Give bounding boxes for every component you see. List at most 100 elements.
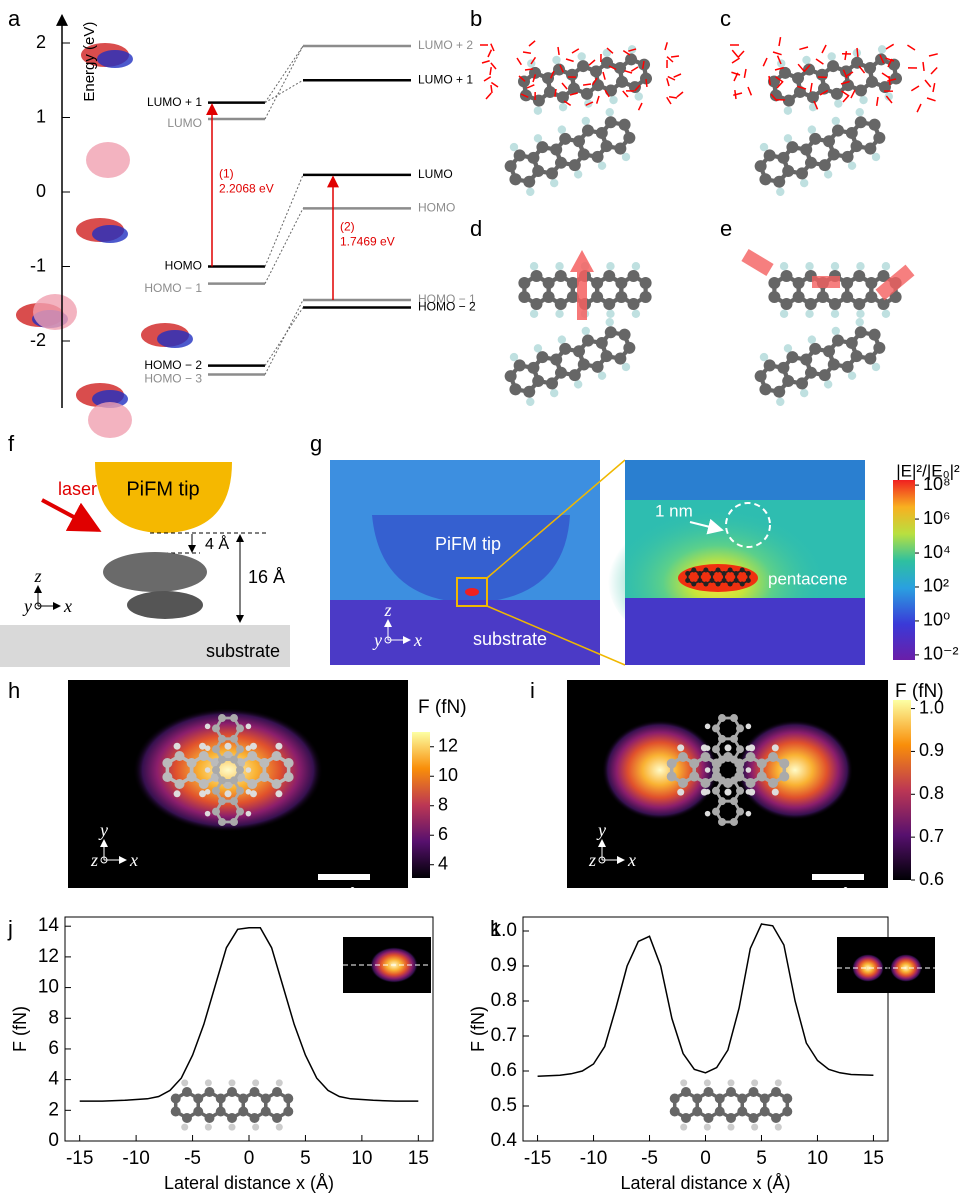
mode-arrow — [745, 255, 770, 270]
atom-h — [705, 811, 711, 817]
atom — [667, 772, 677, 782]
atom — [193, 1107, 203, 1117]
atom — [712, 745, 720, 753]
atom-h — [246, 724, 252, 730]
vector — [562, 83, 567, 89]
atom-h — [205, 1079, 212, 1086]
atom-h — [704, 1124, 711, 1131]
colorbar-label: 0.6 — [919, 869, 944, 889]
atom — [250, 1113, 260, 1123]
scale-bar — [812, 874, 864, 880]
x-tick-label: 0 — [700, 1148, 711, 1169]
atom-h — [728, 1124, 735, 1131]
vector — [877, 97, 878, 106]
atom-h — [725, 744, 732, 751]
atom-h — [856, 262, 864, 270]
atom — [736, 787, 744, 795]
tick-label: 0 — [36, 181, 46, 201]
atom-h — [229, 1124, 236, 1131]
x-axis-title: Lateral distance x (Å) — [620, 1173, 790, 1193]
label: 5 Å — [331, 887, 358, 907]
atom — [193, 1094, 203, 1104]
atom — [238, 1094, 248, 1104]
x-tick-label: 15 — [863, 1148, 884, 1169]
heat-spot — [133, 708, 323, 832]
atom — [216, 1094, 226, 1104]
vector — [886, 44, 894, 49]
colorbar-label: 8 — [438, 794, 448, 814]
atom-h — [799, 178, 810, 189]
colorbar-label: 10 — [438, 765, 458, 785]
atom — [603, 298, 615, 310]
atom-h — [704, 1079, 711, 1086]
atom — [768, 277, 780, 289]
atom — [212, 787, 220, 795]
substrate-region — [330, 600, 600, 665]
atom — [171, 1107, 181, 1117]
y-tick-label: 0.6 — [491, 1060, 517, 1081]
atom-h — [728, 1079, 735, 1086]
vector — [486, 93, 491, 99]
atom — [723, 752, 733, 762]
atom-h — [229, 1079, 236, 1086]
atom — [703, 568, 708, 573]
vector — [798, 64, 804, 71]
atom — [543, 291, 555, 303]
atom-h — [783, 106, 792, 115]
atom-h — [882, 310, 890, 318]
level-label: LUMO + 1 — [147, 95, 202, 109]
molecule — [171, 1079, 294, 1130]
y-tick-label: 12 — [38, 946, 59, 967]
vector — [851, 90, 855, 98]
level-label: LUMO + 2 — [418, 38, 473, 52]
vector — [933, 83, 935, 92]
atom — [531, 298, 543, 310]
atom-h — [780, 262, 788, 270]
vector — [816, 59, 823, 64]
atom — [779, 772, 789, 782]
atom — [236, 808, 244, 816]
tick-label: -2 — [30, 330, 46, 350]
atom — [227, 1113, 237, 1123]
atom — [782, 1094, 792, 1104]
atom — [204, 1087, 214, 1097]
atom-h — [530, 310, 538, 318]
atom-h — [834, 99, 843, 108]
atom-h — [604, 317, 615, 328]
atom-h — [181, 1079, 188, 1086]
atom-h — [859, 95, 868, 104]
atom — [283, 1107, 293, 1117]
y-tick-label: 0 — [48, 1130, 59, 1151]
panel-label: c — [720, 6, 731, 31]
atom-h — [805, 310, 813, 318]
atom-h — [276, 1079, 283, 1086]
colorbar-label: 10⁰ — [923, 610, 950, 630]
atom — [737, 1107, 747, 1117]
heat-spot — [737, 720, 853, 820]
atom-h — [533, 106, 542, 115]
axis-name: z — [588, 850, 596, 870]
atom — [841, 291, 853, 303]
vector — [925, 80, 931, 87]
atom — [685, 571, 690, 576]
atom-h — [606, 262, 614, 270]
atom — [218, 776, 226, 784]
atom-h — [205, 789, 211, 795]
axis-name: z — [383, 600, 391, 620]
panel-label: j — [7, 916, 13, 941]
atom — [728, 582, 733, 587]
atom — [709, 571, 714, 576]
atom — [867, 117, 882, 132]
axis-name: x — [413, 630, 422, 650]
atom-h — [181, 1124, 188, 1131]
label: F (fN) — [418, 697, 467, 718]
plot-frame — [523, 917, 888, 1141]
laser-arrow — [42, 500, 98, 530]
atom — [722, 578, 727, 583]
atom — [768, 778, 778, 788]
vector — [671, 56, 679, 57]
label: PiFM tip — [126, 478, 199, 500]
atom — [212, 808, 220, 816]
atom — [259, 758, 269, 768]
atom — [793, 291, 805, 303]
